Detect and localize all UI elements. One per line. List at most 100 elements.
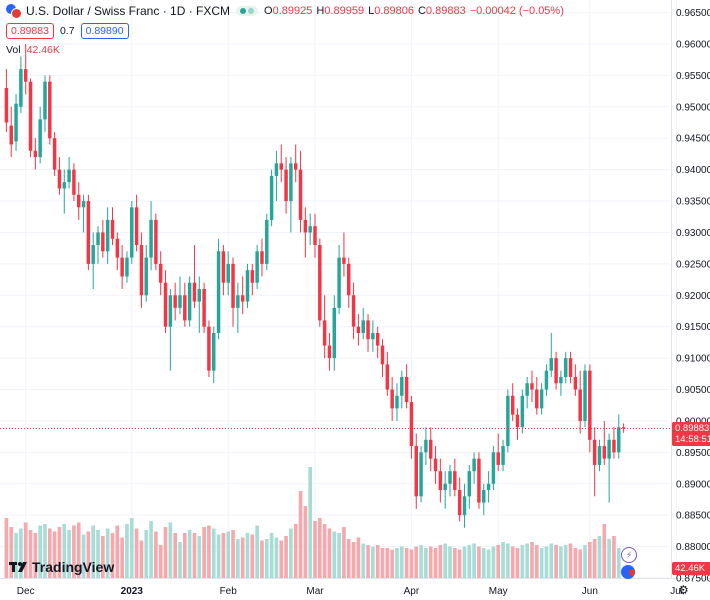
candle-body [535,389,539,409]
volume-bar [332,531,337,578]
volume-bar [72,525,76,578]
volume-histogram [4,467,621,578]
volume-bar [467,545,472,578]
candle-body [597,446,602,465]
candle-body [501,446,505,465]
volume-bar [371,546,375,578]
candle-body [149,219,153,258]
volume-bar [57,527,62,578]
volume-bar [154,531,158,578]
volume-bar [303,506,308,578]
tradingview-logo[interactable]: TradingView [8,557,114,577]
volume-bar [274,537,279,578]
time-tick-label: Mar [306,586,324,597]
price-tick-label: 0.92000 [676,291,710,302]
candle-body [81,201,86,208]
candle-body [448,471,452,484]
candle-body [240,295,245,302]
volume-bar [375,545,380,578]
candle-body [361,320,365,333]
candle-body [313,226,317,246]
ohlc-open-value: 0.89925 [272,5,313,17]
volume-bar [501,542,505,578]
volume-bar [81,534,86,578]
symbol-legend[interactable]: U.S. Dollar / Swiss Franc · 1D · FXCM O0… [6,4,564,19]
symbol-title[interactable]: U.S. Dollar / Swiss Franc · 1D · FXCM [26,4,231,18]
volume-bar [250,534,255,578]
volume-bar [245,533,250,578]
candle-body [337,257,341,308]
candle-body [77,194,81,208]
volume-bar [269,533,274,578]
volume-bar [563,545,568,578]
sell-price-button[interactable]: 0.89883 [6,23,54,39]
candle-body [462,496,467,516]
volume-bar [115,525,120,578]
candle-body [221,251,226,283]
volume-bar [395,548,399,578]
candle-body [28,81,33,151]
candle-body [173,295,177,308]
volume-bar [443,543,448,578]
volume-bar [168,522,173,578]
candle-body [231,263,235,308]
price-axis[interactable]: 0.96500 0.96000 0.95500 0.95000 0.94500 0.940… [676,8,710,584]
candle-body [486,483,491,491]
volume-bar [52,531,57,578]
candle-body [207,326,211,371]
volume-bar [578,549,583,578]
candle-body [322,320,327,346]
volume-bar [409,549,414,578]
volume-bar [438,545,443,578]
candle-body [62,182,67,189]
volume-bar [602,524,607,578]
volume-bar [216,534,221,578]
candle-body [375,332,380,346]
candle-body [33,150,38,158]
candle-body [332,307,337,359]
candle-body [385,364,390,390]
currency-flags-icon[interactable] [621,565,635,579]
price-tick-label: 0.88500 [676,511,710,522]
volume-bar [404,548,409,578]
lightning-icon[interactable]: ⚡ [621,547,637,563]
volume-bar [448,546,452,578]
volume-bar [597,536,602,578]
volume-bar [390,549,394,578]
candle-body [202,289,206,327]
candle-body [327,345,332,359]
price-tick-label: 0.96000 [676,39,710,50]
price-tick-label: 0.87500 [676,574,710,585]
buy-price-button[interactable]: 0.89890 [80,23,129,39]
candle-body [250,270,255,283]
market-status-icon[interactable] [236,6,259,16]
volume-bar [496,545,501,578]
candle-body [621,427,626,429]
candle-body [477,458,481,503]
candle-body [96,232,100,246]
volume-bar [592,539,597,578]
candle-body [510,395,515,415]
time-axis[interactable]: Dec 2023 Feb Mar Apr May Jun Jul [17,586,683,597]
volume-bar [313,521,317,578]
volume-bar [197,536,202,578]
candle-body [544,370,549,390]
volume-bar [616,548,621,578]
candle-body [612,439,616,453]
volume-bar [399,546,404,578]
candle-body [115,238,120,258]
volume-legend[interactable]: Vol 42.46K [6,44,60,56]
ohlc-high-key: H [316,5,325,17]
candle-body [390,389,394,409]
ohlc-low-key: L [368,5,375,17]
volume-bar [327,528,332,578]
candle-body [14,103,18,142]
volume-bar [207,525,211,578]
candle-body [351,295,356,327]
gear-icon[interactable]: ⚙ [678,583,689,597]
volume-bar [380,548,385,578]
candle-body [433,458,438,472]
candle-body [4,87,9,123]
